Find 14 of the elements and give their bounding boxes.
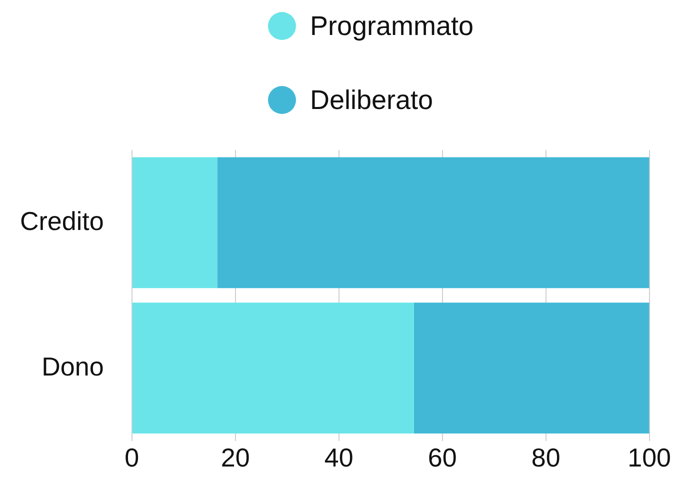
legend-label: Programmato [310, 10, 474, 42]
x-tick-label: 60 [428, 442, 457, 473]
y-tick-label: Credito [20, 206, 104, 236]
x-tick-label: 100 [628, 442, 672, 473]
x-tick-label: 80 [531, 442, 560, 473]
x-tick-label: 40 [324, 442, 354, 473]
bar [132, 157, 218, 288]
x-tick-label: 20 [220, 442, 250, 473]
y-tick-label: Dono [42, 351, 104, 382]
bar [217, 157, 650, 288]
x-tick-label: 0 [124, 442, 140, 473]
bar [414, 302, 650, 434]
legend-label: Deliberato [310, 84, 434, 116]
bar [132, 302, 414, 434]
